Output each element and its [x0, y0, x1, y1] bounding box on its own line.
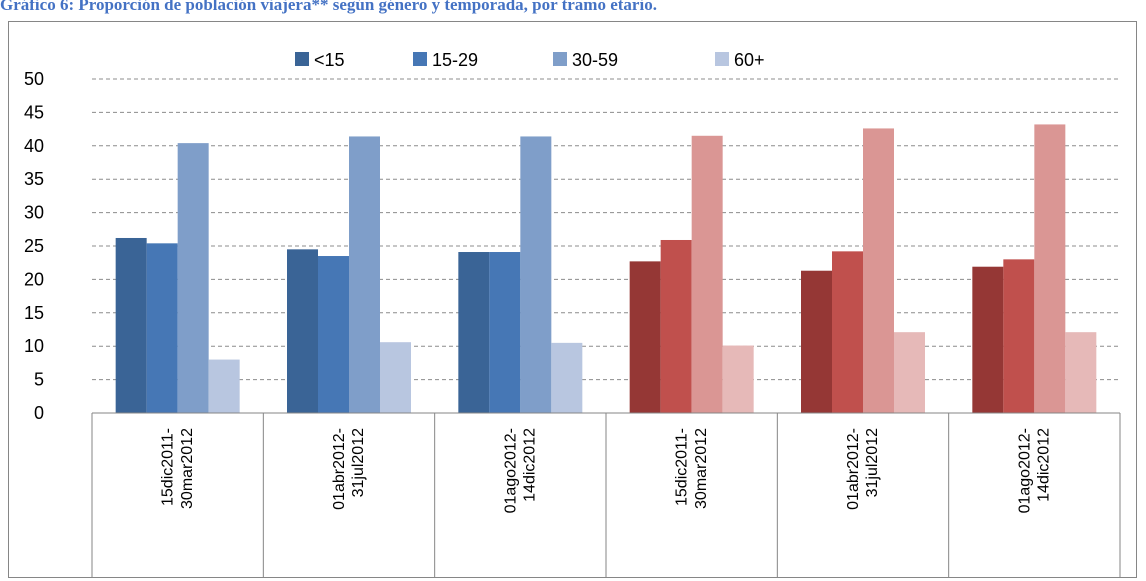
bar-15-29-cat1	[146, 243, 178, 413]
bar-60+-cat4	[722, 345, 754, 413]
x-category-label: 15dic2011- 30mar2012	[160, 428, 196, 509]
bar-60+-cat6	[1065, 332, 1097, 413]
bar-15-29-cat4	[660, 239, 692, 413]
bar-60+-cat5	[894, 332, 925, 413]
x-category-label: 01abr2012- 31jul2012	[845, 428, 881, 510]
bar-30-59-cat1	[177, 143, 209, 414]
chart-frame	[8, 21, 1137, 578]
legend-swatch	[295, 52, 309, 66]
bar-15-29-cat2	[318, 256, 349, 413]
bar-30-59-cat3	[520, 136, 552, 413]
legend-label: 30-59	[572, 50, 618, 70]
x-axis: 15dic2011- 30mar2012 01abr2012- 31jul2012 01…	[91, 412, 1121, 578]
bar-60+-cat2	[380, 342, 411, 413]
y-tick-label: 30	[24, 203, 44, 223]
bar-<15-cat5	[801, 270, 832, 413]
bar-15-29-cat3	[489, 252, 521, 413]
y-tick-label: 15	[24, 303, 44, 323]
bar-60+-cat1	[208, 359, 240, 413]
bar-15-29-cat5	[832, 251, 863, 413]
y-tick-label: 10	[24, 336, 44, 356]
bar-<15-cat3	[458, 252, 490, 413]
legend-swatch	[413, 52, 427, 66]
y-tick-label: 5	[34, 370, 44, 390]
y-tick-label: 35	[24, 169, 44, 189]
y-tick-label: 50	[24, 69, 44, 89]
y-tick-label: 20	[24, 269, 44, 289]
y-tick-label: 0	[34, 403, 44, 423]
bar-30-59-cat4	[691, 135, 723, 413]
legend: <15 15-29 30-59 60+	[295, 50, 765, 70]
legend-swatch	[715, 52, 729, 66]
bar-30-59-cat6	[1034, 124, 1066, 413]
legend-label: <15	[314, 50, 345, 70]
y-tick-label: 45	[24, 102, 44, 122]
legend-label: 15-29	[432, 50, 478, 70]
y-tick-label: 40	[24, 136, 44, 156]
bar-<15-cat4	[629, 261, 661, 413]
chart-title: Gráfico 6: Proporción de población viaje…	[0, 0, 657, 14]
bars	[115, 124, 1097, 414]
x-category-label: 01abr2012- 31jul2012	[331, 428, 367, 510]
gridlines	[92, 78, 1120, 381]
legend-swatch	[553, 52, 567, 66]
x-category-label: 01ago2012- 14dic2012	[502, 428, 538, 514]
legend-label: 60+	[734, 50, 765, 70]
bar-60+-cat3	[551, 342, 583, 413]
bar-<15-cat2	[287, 249, 318, 413]
bar-30-59-cat2	[349, 136, 380, 413]
bar-<15-cat6	[972, 266, 1004, 413]
x-category-label: 01ago2012- 14dic2012	[1016, 428, 1052, 514]
y-axis: 0 5 10 15 20 25 30 35 40 45 50	[24, 69, 44, 423]
bar-<15-cat1	[115, 237, 147, 413]
y-tick-label: 25	[24, 236, 44, 256]
bar-30-59-cat5	[863, 128, 894, 413]
bar-15-29-cat6	[1003, 259, 1035, 413]
x-category-label: 15dic2011- 30mar2012	[674, 428, 710, 509]
